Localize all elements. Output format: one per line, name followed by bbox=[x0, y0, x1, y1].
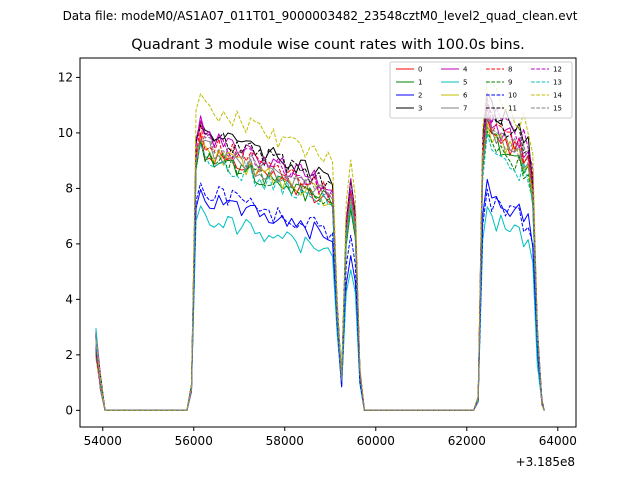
legend-label-4: 4 bbox=[463, 66, 468, 74]
series-layer bbox=[95, 80, 545, 411]
x-tick-label: 56000 bbox=[175, 434, 213, 448]
series-line-15 bbox=[95, 113, 545, 411]
y-tick-label: 8 bbox=[65, 181, 73, 195]
x-tick-label: 64000 bbox=[539, 434, 577, 448]
series-line-14 bbox=[95, 80, 545, 411]
y-tick-label: 0 bbox=[65, 403, 73, 417]
x-tick-label: 54000 bbox=[84, 434, 122, 448]
y-tick-label: 12 bbox=[58, 70, 73, 84]
legend-label-6: 6 bbox=[463, 92, 468, 100]
x-tick-label: 60000 bbox=[357, 434, 395, 448]
axes-frame bbox=[79, 57, 577, 428]
figure-suptitle: Data file: modeM0/AS1A07_011T01_90000034… bbox=[63, 9, 578, 23]
legend-label-13: 13 bbox=[553, 79, 562, 87]
x-axis-offset-label: +3.185e8 bbox=[516, 455, 575, 469]
legend-label-15: 15 bbox=[553, 105, 562, 113]
y-axis: 0 2 4 6 8 10 12 bbox=[58, 70, 80, 417]
legend-label-1: 1 bbox=[418, 79, 422, 87]
legend-label-7: 7 bbox=[463, 105, 467, 113]
legend-label-2: 2 bbox=[418, 92, 422, 100]
legend-label-8: 8 bbox=[508, 66, 512, 74]
legend-label-0: 0 bbox=[418, 66, 422, 74]
chart-title: Quadrant 3 module wise count rates with … bbox=[131, 37, 525, 53]
legend-label-5: 5 bbox=[463, 79, 467, 87]
legend-label-12: 12 bbox=[553, 66, 562, 74]
y-tick-label: 10 bbox=[58, 126, 73, 140]
x-tick-label: 62000 bbox=[448, 434, 486, 448]
y-tick-label: 6 bbox=[65, 237, 73, 251]
x-axis: 54000 56000 58000 60000 62000 64000 bbox=[84, 427, 577, 448]
legend-label-14: 14 bbox=[553, 92, 562, 100]
legend-label-10: 10 bbox=[508, 92, 517, 100]
series-line-10 bbox=[95, 182, 545, 411]
legend-label-9: 9 bbox=[508, 79, 512, 87]
legend-label-11: 11 bbox=[508, 105, 517, 113]
y-tick-label: 2 bbox=[65, 348, 73, 362]
legend-box bbox=[389, 61, 573, 119]
legend-label-3: 3 bbox=[418, 105, 422, 113]
y-tick-label: 4 bbox=[65, 292, 73, 306]
x-tick-label: 58000 bbox=[266, 434, 304, 448]
